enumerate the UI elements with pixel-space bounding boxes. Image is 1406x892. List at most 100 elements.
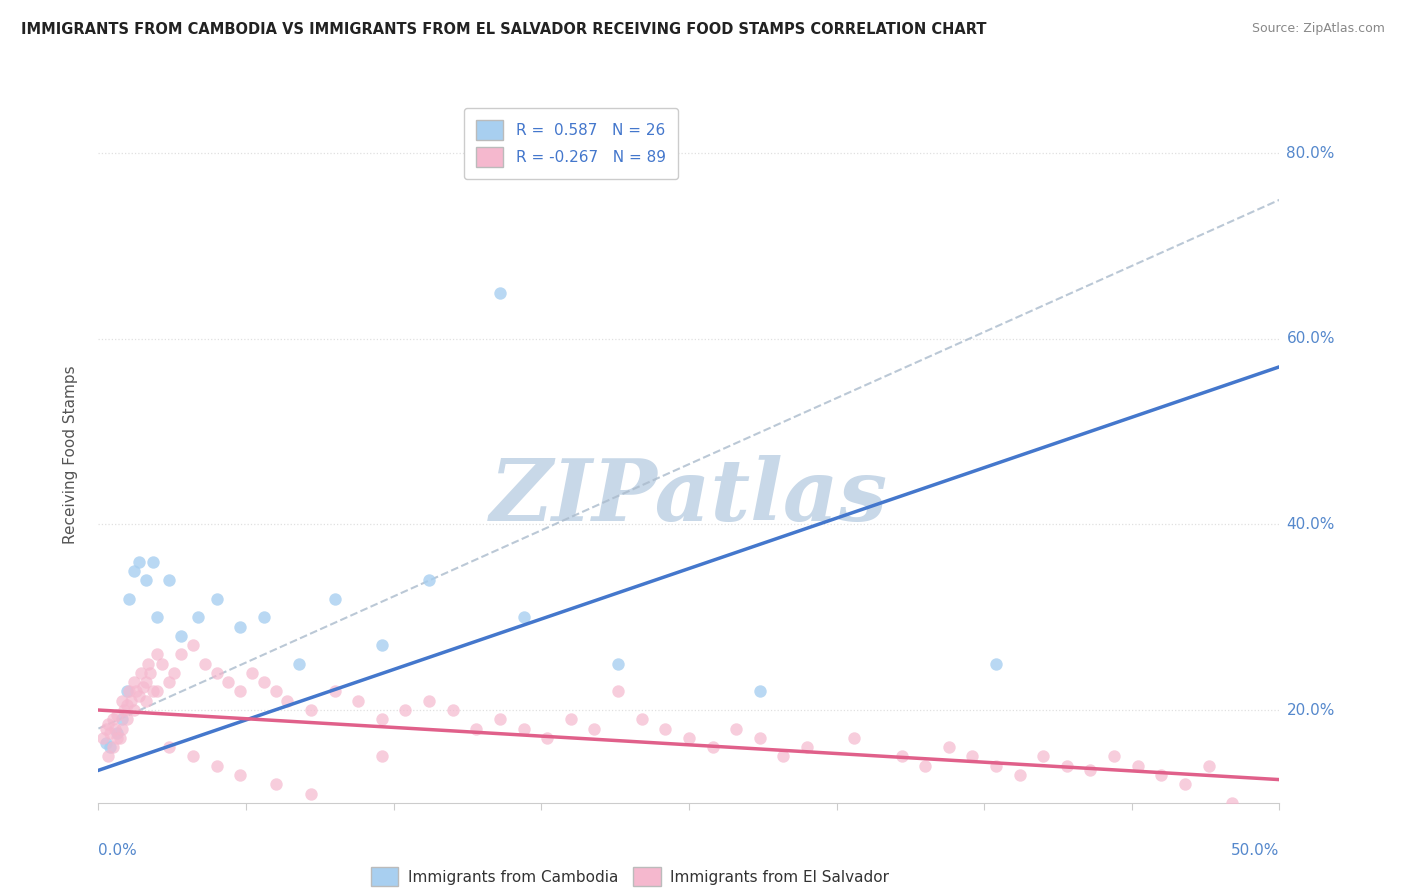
- Point: [181, 638, 204, 652]
- Point: [136, 657, 159, 671]
- Point: [121, 694, 143, 708]
- Point: [115, 698, 138, 713]
- Point: [132, 680, 155, 694]
- Point: [135, 694, 157, 708]
- Point: [115, 684, 138, 698]
- Text: 0.0%: 0.0%: [98, 843, 138, 858]
- Point: [418, 694, 440, 708]
- Point: [101, 712, 124, 726]
- Point: [94, 735, 117, 749]
- Point: [1102, 749, 1125, 764]
- Point: [418, 573, 440, 587]
- Point: [105, 731, 128, 745]
- Point: [264, 684, 287, 698]
- Point: [157, 675, 180, 690]
- Point: [914, 758, 936, 772]
- Point: [796, 740, 818, 755]
- Point: [984, 657, 1007, 671]
- Point: [229, 684, 252, 698]
- Point: [1056, 758, 1078, 772]
- Point: [194, 657, 217, 671]
- Point: [748, 684, 770, 698]
- Point: [111, 694, 134, 708]
- Y-axis label: Receiving Food Stamps: Receiving Food Stamps: [63, 366, 77, 544]
- Point: [146, 684, 169, 698]
- Point: [253, 675, 276, 690]
- Text: 50.0%: 50.0%: [1232, 843, 1279, 858]
- Point: [135, 573, 157, 587]
- Point: [146, 610, 169, 624]
- Point: [118, 591, 141, 606]
- Point: [347, 694, 370, 708]
- Point: [607, 684, 630, 698]
- Point: [240, 665, 263, 680]
- Point: [98, 740, 121, 755]
- Point: [1198, 758, 1220, 772]
- Point: [1126, 758, 1149, 772]
- Point: [205, 758, 228, 772]
- Point: [170, 648, 193, 662]
- Point: [122, 564, 145, 578]
- Point: [654, 722, 676, 736]
- Point: [111, 722, 134, 736]
- Point: [217, 675, 239, 690]
- Point: [112, 703, 135, 717]
- Point: [146, 648, 169, 662]
- Point: [97, 717, 120, 731]
- Legend: Immigrants from Cambodia, Immigrants from El Salvador: Immigrants from Cambodia, Immigrants fro…: [364, 861, 896, 892]
- Point: [105, 707, 128, 722]
- Point: [157, 740, 180, 755]
- Point: [748, 731, 770, 745]
- Point: [1032, 749, 1054, 764]
- Point: [104, 722, 127, 736]
- Point: [1174, 777, 1197, 791]
- Point: [630, 712, 652, 726]
- Point: [128, 555, 150, 569]
- Point: [607, 657, 630, 671]
- Point: [205, 591, 228, 606]
- Text: Source: ZipAtlas.com: Source: ZipAtlas.com: [1251, 22, 1385, 36]
- Point: [844, 731, 866, 745]
- Point: [150, 657, 173, 671]
- Text: 20.0%: 20.0%: [1286, 703, 1334, 717]
- Point: [489, 712, 512, 726]
- Point: [157, 573, 180, 587]
- Point: [142, 555, 165, 569]
- Text: 60.0%: 60.0%: [1286, 332, 1334, 346]
- Point: [170, 629, 193, 643]
- Point: [512, 610, 534, 624]
- Point: [1150, 768, 1173, 782]
- Point: [323, 591, 346, 606]
- Point: [583, 722, 606, 736]
- Point: [394, 703, 416, 717]
- Point: [229, 619, 252, 633]
- Point: [105, 726, 128, 740]
- Point: [323, 684, 346, 698]
- Point: [299, 703, 322, 717]
- Point: [371, 638, 394, 652]
- Point: [264, 777, 287, 791]
- Point: [512, 722, 534, 736]
- Point: [1008, 768, 1031, 782]
- Point: [276, 694, 298, 708]
- Point: [465, 722, 488, 736]
- Point: [1080, 764, 1102, 778]
- Point: [536, 731, 558, 745]
- Point: [139, 665, 162, 680]
- Point: [962, 749, 984, 764]
- Point: [229, 768, 252, 782]
- Point: [181, 749, 204, 764]
- Point: [97, 749, 120, 764]
- Text: 80.0%: 80.0%: [1286, 146, 1334, 161]
- Point: [890, 749, 912, 764]
- Point: [94, 722, 117, 736]
- Point: [122, 703, 145, 717]
- Point: [938, 740, 960, 755]
- Point: [118, 684, 141, 698]
- Point: [253, 610, 276, 624]
- Point: [101, 740, 124, 755]
- Point: [772, 749, 794, 764]
- Point: [122, 675, 145, 690]
- Point: [187, 610, 209, 624]
- Text: ZIPatlas: ZIPatlas: [489, 455, 889, 539]
